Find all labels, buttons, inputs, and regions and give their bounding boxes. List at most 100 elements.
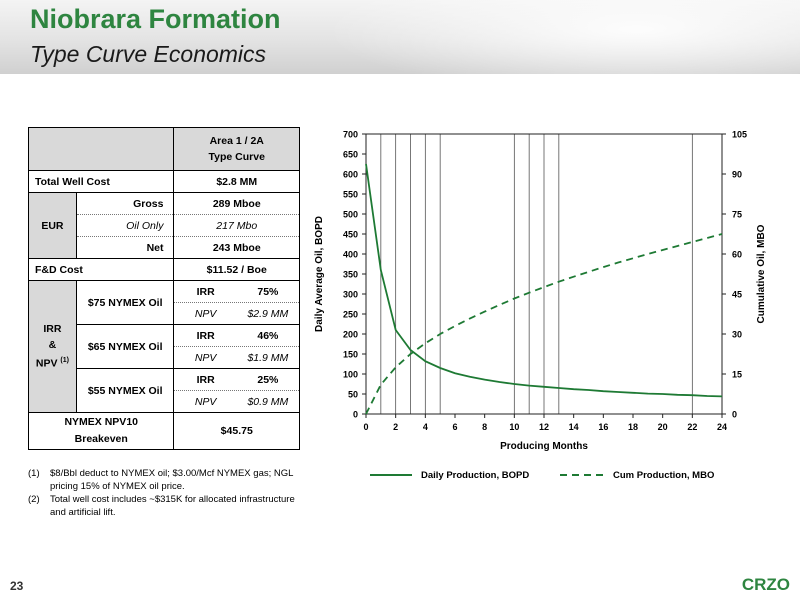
y-tick-label: 200 <box>343 330 358 340</box>
y-tick-label: 450 <box>343 230 358 240</box>
footnotes: (1) $8/Bbl deduct to NYMEX oil; $3.00/Mc… <box>28 467 308 519</box>
y2-tick-label: 45 <box>732 290 742 300</box>
x-tick-label: 10 <box>509 422 519 432</box>
breakeven-value: $45.75 <box>173 412 300 450</box>
table-header-row: Area 1 / 2A Type Curve <box>27 127 300 171</box>
x-tick-label: 14 <box>569 422 579 432</box>
legend-daily-label: Daily Production, BOPD <box>421 470 529 481</box>
x-tick-label: 16 <box>598 422 608 432</box>
y2-axis-title: Cumulative Oil, MBO <box>756 224 767 323</box>
case-55-npv-cell: NPV $0.9 MM <box>173 390 300 413</box>
y2-tick-label: 30 <box>732 330 742 340</box>
case-65-npv-value: $1.9 MM <box>247 351 289 364</box>
legend-cum-label: Cum Production, MBO <box>613 470 714 481</box>
case-65-irr-value: 46% <box>257 329 279 342</box>
case-65-label: $65 NYMEX Oil <box>75 324 175 369</box>
x-tick-label: 12 <box>539 422 549 432</box>
case-65-irr-label: IRR <box>196 329 215 342</box>
irr-npv-label-line3: NPV <box>35 357 58 370</box>
chart-legend: Daily Production, BOPD Cum Production, M… <box>370 470 714 481</box>
case-75-irr-label: IRR <box>196 285 215 298</box>
page-number: 23 <box>10 579 24 593</box>
x-axis-title: Producing Months <box>500 441 588 452</box>
footnote-2-number: (2) <box>28 494 40 505</box>
table-row-eur-gross: EUR Gross 289 Mboe <box>28 192 300 259</box>
case-75-irr-cell: IRR 75% <box>173 280 300 303</box>
y-tick-label: 400 <box>343 250 358 260</box>
y-tick-label: 500 <box>343 210 358 220</box>
x-tick-label: 24 <box>717 422 727 432</box>
footnote-2-text: Total well cost includes ~$315K for allo… <box>50 494 295 518</box>
case-75-npv-value: $2.9 MM <box>247 307 289 320</box>
breakeven-label: NYMEX NPV10 Breakeven <box>27 412 175 450</box>
x-tick-label: 4 <box>423 422 428 432</box>
case-55-label: $55 NYMEX Oil <box>75 368 175 413</box>
case-75-npv-cell: NPV $2.9 MM <box>173 302 300 325</box>
y-tick-label: 350 <box>343 270 358 280</box>
case-55-npv-value: $0.9 MM <box>247 395 289 408</box>
y2-tick-label: 90 <box>732 170 742 180</box>
table-row-eur-oil: Oil Only 217 Mbo <box>29 214 300 237</box>
header-swoosh-decoration <box>300 0 800 74</box>
table-row-fd-cost: F&D Cost $11.52 / Boe <box>27 258 300 281</box>
economics-table: Area 1 / 2A Type Curve Total Well Cost $… <box>27 127 300 450</box>
total-well-cost-label: Total Well Cost <box>27 170 175 193</box>
footnote-1-text: $8/Bbl deduct to NYMEX oil; $3.00/Mcf NY… <box>50 468 294 492</box>
table-row-case-75-irr: IRR & NPV (1) $75 NYMEX Oil IRR 75% <box>28 280 300 413</box>
x-tick-label: 18 <box>628 422 638 432</box>
case-75-npv-label: NPV <box>194 307 217 320</box>
table-corner-cell <box>27 127 175 171</box>
y2-tick-label: 60 <box>732 250 742 260</box>
footnote-2: (2) Total well cost includes ~$315K for … <box>28 493 308 519</box>
cum-production-line <box>365 233 723 415</box>
irr-npv-label: IRR & NPV (1) <box>28 280 77 413</box>
y2-tick-label: 15 <box>732 370 742 380</box>
y2-tick-label: 75 <box>732 210 742 220</box>
y-tick-label: 700 <box>343 130 358 140</box>
x-tick-label: 2 <box>393 422 398 432</box>
total-well-cost-value: $2.8 MM <box>173 170 300 193</box>
y-tick-label: 250 <box>343 310 358 320</box>
type-curve-header-line1: Area 1 / 2A <box>209 135 264 147</box>
page-subtitle: Type Curve Economics <box>30 41 267 67</box>
table-row-total-well-cost: Total Well Cost $2.8 MM <box>27 170 300 193</box>
y-tick-label: 150 <box>343 350 358 360</box>
y-tick-label: 650 <box>343 150 358 160</box>
company-logo: CRZO <box>741 575 790 594</box>
header-banner: Niobrara Formation Type Curve Economics <box>0 0 800 74</box>
case-55-irr-value: 25% <box>257 373 279 386</box>
y2-tick-label: 0 <box>732 410 737 420</box>
case-55-npv-label: NPV <box>194 395 217 408</box>
irr-npv-label-line1: IRR <box>43 323 62 336</box>
table-row-case-75-npv: NPV $2.9 MM <box>29 302 300 325</box>
y2-tick-label: 105 <box>732 130 747 140</box>
breakeven-label-line1: NYMEX NPV10 <box>64 416 138 428</box>
x-tick-label: 8 <box>482 422 487 432</box>
table-row-case-55-irr: $55 NYMEX Oil IRR 25% <box>29 368 300 413</box>
type-curve-header-line2: Type Curve <box>208 151 265 163</box>
irr-npv-footnote-ref: (1) <box>60 357 69 365</box>
irr-npv-label-line2: & <box>48 339 57 352</box>
y-tick-label: 50 <box>348 390 358 400</box>
x-tick-label: 22 <box>687 422 697 432</box>
table-row-case-55-npv: NPV $0.9 MM <box>29 390 300 413</box>
y-tick-label: 550 <box>343 190 358 200</box>
footnote-1-number: (1) <box>28 468 40 479</box>
type-curve-header: Area 1 / 2A Type Curve <box>173 127 300 171</box>
case-75-irr-value: 75% <box>257 285 279 298</box>
x-tick-label: 0 <box>363 422 368 432</box>
daily-production-line <box>365 163 723 398</box>
table-row-case-65-npv: NPV $1.9 MM <box>29 346 300 369</box>
y-tick-label: 300 <box>343 290 358 300</box>
y-axis-title: Daily Average Oil, BOPD <box>314 216 325 332</box>
breakeven-label-line2: Breakeven <box>74 433 128 445</box>
case-65-npv-cell: NPV $1.9 MM <box>173 346 300 369</box>
eur-net-label: Net <box>75 236 175 259</box>
y-tick-label: 600 <box>343 170 358 180</box>
footnote-1: (1) $8/Bbl deduct to NYMEX oil; $3.00/Mc… <box>28 467 308 493</box>
x-tick-label: 6 <box>452 422 457 432</box>
y-tick-label: 100 <box>343 370 358 380</box>
page-title: Niobrara Formation <box>30 4 281 34</box>
table-row-breakeven: NYMEX NPV10 Breakeven $45.75 <box>27 412 300 450</box>
